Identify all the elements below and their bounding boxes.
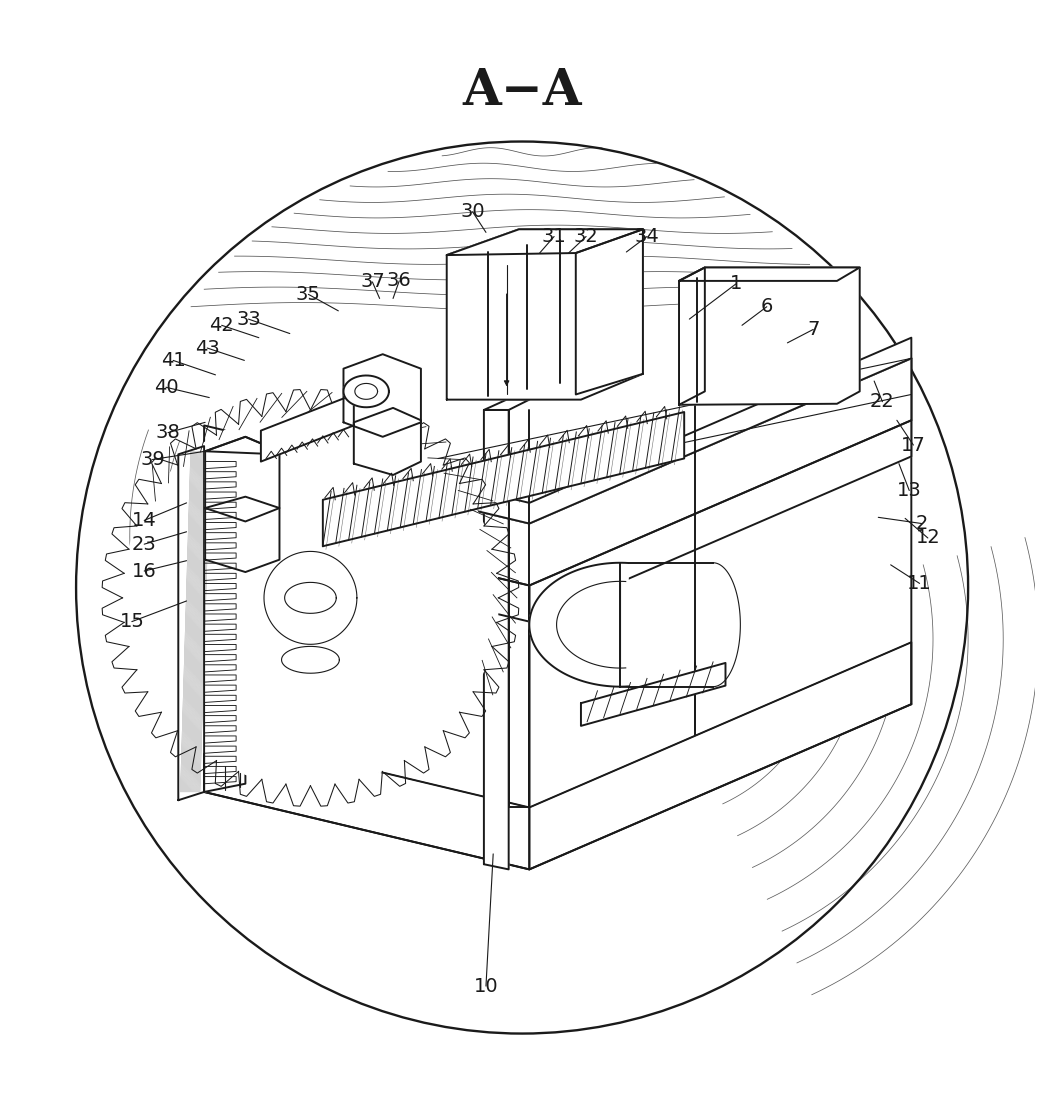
Polygon shape bbox=[261, 395, 354, 461]
Polygon shape bbox=[529, 420, 911, 622]
Text: 41: 41 bbox=[161, 350, 186, 370]
Text: 38: 38 bbox=[156, 424, 181, 442]
Text: 15: 15 bbox=[119, 612, 144, 631]
Text: 7: 7 bbox=[808, 319, 819, 339]
Text: 10: 10 bbox=[473, 977, 498, 996]
Polygon shape bbox=[576, 230, 643, 395]
Text: 42: 42 bbox=[210, 316, 234, 335]
Polygon shape bbox=[284, 582, 336, 613]
Polygon shape bbox=[206, 437, 279, 521]
Polygon shape bbox=[446, 230, 643, 399]
Polygon shape bbox=[679, 267, 859, 281]
Text: 33: 33 bbox=[236, 309, 261, 328]
Text: 1: 1 bbox=[730, 275, 742, 294]
Polygon shape bbox=[484, 399, 529, 410]
Text: 23: 23 bbox=[132, 535, 157, 553]
Polygon shape bbox=[204, 441, 245, 792]
Polygon shape bbox=[204, 508, 529, 622]
Text: 31: 31 bbox=[542, 227, 567, 246]
Polygon shape bbox=[204, 358, 911, 586]
Text: 17: 17 bbox=[901, 436, 926, 455]
Polygon shape bbox=[323, 413, 684, 547]
Text: 35: 35 bbox=[296, 285, 321, 304]
Text: 34: 34 bbox=[634, 227, 659, 246]
Text: 12: 12 bbox=[916, 529, 940, 548]
Text: 6: 6 bbox=[761, 297, 773, 316]
Polygon shape bbox=[206, 497, 279, 572]
Text: 37: 37 bbox=[360, 273, 385, 292]
Polygon shape bbox=[344, 376, 389, 407]
Text: 32: 32 bbox=[574, 227, 599, 246]
Text: 43: 43 bbox=[195, 338, 220, 357]
Polygon shape bbox=[122, 410, 498, 786]
Polygon shape bbox=[529, 562, 628, 686]
Polygon shape bbox=[581, 663, 726, 726]
Polygon shape bbox=[204, 358, 911, 586]
Text: 14: 14 bbox=[132, 511, 157, 530]
Text: 16: 16 bbox=[132, 561, 157, 580]
Polygon shape bbox=[281, 647, 339, 673]
Polygon shape bbox=[679, 267, 859, 405]
Polygon shape bbox=[446, 230, 643, 255]
Polygon shape bbox=[264, 551, 357, 644]
Polygon shape bbox=[484, 410, 509, 869]
Text: A−A: A−A bbox=[462, 68, 582, 116]
Text: 2: 2 bbox=[916, 515, 928, 533]
Text: 40: 40 bbox=[154, 378, 179, 397]
Text: 11: 11 bbox=[907, 574, 932, 593]
Polygon shape bbox=[354, 408, 421, 475]
Text: 30: 30 bbox=[460, 202, 485, 221]
Polygon shape bbox=[204, 642, 911, 869]
Polygon shape bbox=[529, 358, 911, 869]
Text: 22: 22 bbox=[870, 393, 895, 411]
Polygon shape bbox=[179, 446, 204, 801]
Polygon shape bbox=[344, 354, 421, 437]
Text: 13: 13 bbox=[897, 481, 922, 500]
Polygon shape bbox=[204, 337, 911, 523]
Polygon shape bbox=[206, 437, 279, 455]
Polygon shape bbox=[204, 446, 529, 869]
Polygon shape bbox=[679, 267, 705, 405]
Text: 36: 36 bbox=[387, 272, 412, 291]
Text: 39: 39 bbox=[140, 450, 165, 469]
